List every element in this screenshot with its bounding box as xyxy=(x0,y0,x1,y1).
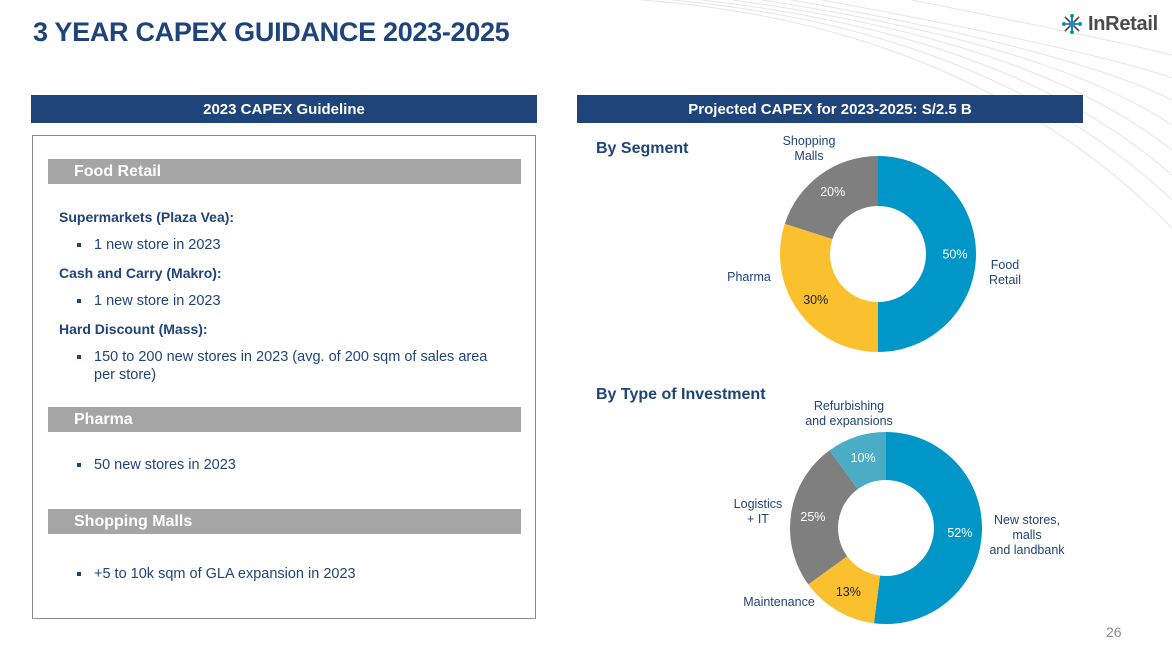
donut-slice-new-stores-malls-and-landbank xyxy=(873,431,983,624)
chart-title-by-segment: By Segment xyxy=(596,140,689,157)
company-logo: InRetail xyxy=(1060,12,1158,36)
logo-text: InRetail xyxy=(1088,12,1158,35)
section-heading-food-retail: Food Retail xyxy=(48,159,521,184)
snowflake-network-icon xyxy=(1062,14,1082,34)
right-panel-header: Projected CAPEX for 2023-2025: S/2.5 B xyxy=(577,95,1083,123)
data-label: 52% xyxy=(947,526,972,540)
data-label: 50% xyxy=(942,248,967,262)
category-label-maintenance: Maintenance xyxy=(743,595,815,609)
category-label-new-stores: New stores, malls and landbank xyxy=(989,513,1065,557)
bullet-item: 1 new store in 2023 xyxy=(77,292,497,310)
category-label-food-retail: Food Retail xyxy=(989,258,1021,287)
bullet-item: 150 to 200 new stores in 2023 (avg. of 2… xyxy=(77,348,497,384)
data-label: 10% xyxy=(851,451,876,465)
page-title: 3 YEAR CAPEX GUIDANCE 2023-2025 xyxy=(33,17,510,47)
category-label-pharma: Pharma xyxy=(727,270,771,284)
decorative-curves xyxy=(641,0,1172,229)
bullet-square-icon xyxy=(77,243,81,247)
subheading-hard-discount: Hard Discount (Mass): xyxy=(59,321,208,337)
donut-slice-logistics-it xyxy=(790,450,858,585)
donut-slice-maintenance xyxy=(808,556,880,624)
subheading-supermarkets: Supermarkets (Plaza Vea): xyxy=(59,209,235,225)
bullet-square-icon xyxy=(77,572,81,576)
bullet-item: 1 new store in 2023 xyxy=(77,236,497,254)
bullet-item: 50 new stores in 2023 xyxy=(77,456,497,474)
capex-guideline-box: Food Retail Supermarkets (Plaza Vea): 1 … xyxy=(32,135,536,619)
donut-slice-refurbishing-and-expansions xyxy=(829,432,886,490)
chart-title-by-investment: By Type of Investment xyxy=(596,386,766,403)
section-heading-pharma: Pharma xyxy=(48,407,521,432)
section-heading-shopping-malls: Shopping Malls xyxy=(48,509,521,534)
subheading-cash-and-carry: Cash and Carry (Makro): xyxy=(59,265,222,281)
data-label: 13% xyxy=(836,585,861,599)
page-number: 26 xyxy=(1106,624,1122,640)
category-label-shopping-malls: Shopping Malls xyxy=(782,134,836,163)
data-label: 25% xyxy=(800,510,825,524)
category-label-logistics-it: Logistics + IT xyxy=(733,497,783,526)
category-label-refurbishing: Refurbishing and expansions xyxy=(805,399,893,428)
data-label: 30% xyxy=(803,293,828,307)
bullet-square-icon xyxy=(77,299,81,303)
left-panel-header: 2023 CAPEX Guideline xyxy=(31,95,537,123)
bullet-square-icon xyxy=(77,355,81,359)
bullet-item: +5 to 10k sqm of GLA expansion in 2023 xyxy=(77,565,497,583)
donut-slice-pharma xyxy=(780,223,878,352)
bullet-square-icon xyxy=(77,463,81,467)
